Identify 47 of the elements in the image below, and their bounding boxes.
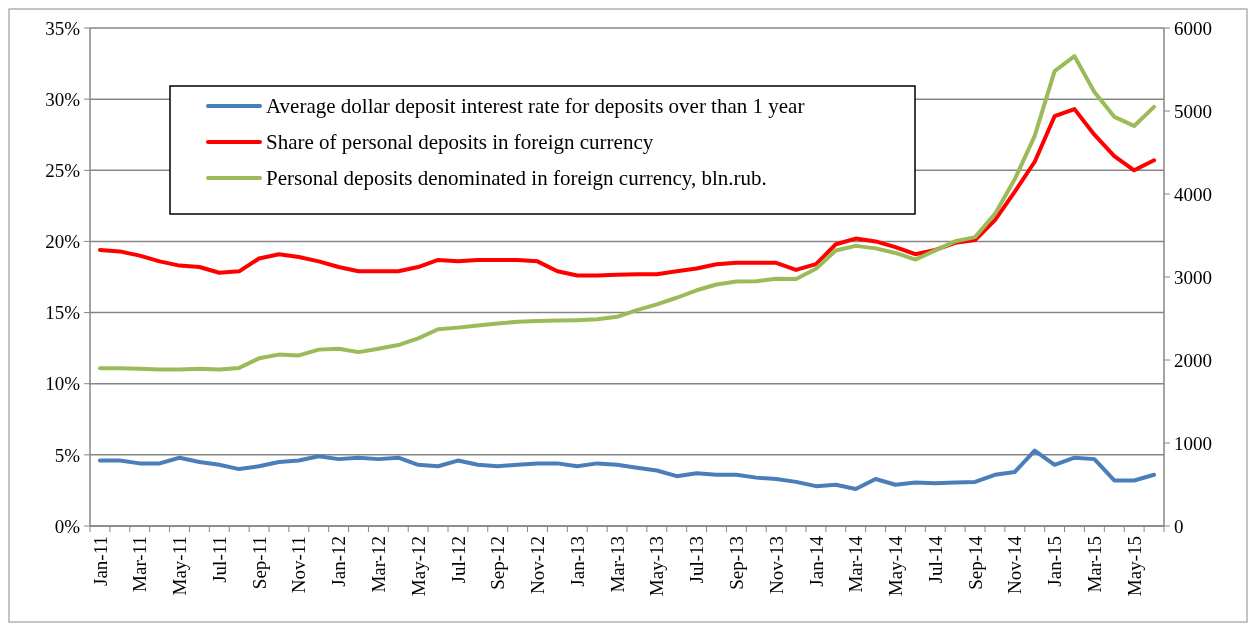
- x-tick-label: Mar-15: [1084, 536, 1106, 593]
- y-tick-label: 5%: [54, 444, 81, 466]
- x-tick-label: Mar-13: [606, 536, 628, 593]
- x-tick-label: May-13: [646, 536, 668, 597]
- y-tick-label: 30%: [45, 88, 81, 110]
- y2-tick-label: 3000: [1174, 266, 1212, 288]
- x-tick-label: Jan-12: [328, 536, 350, 587]
- y-tick-label: 25%: [45, 159, 81, 181]
- x-tick-label: Jan-15: [1044, 536, 1066, 587]
- y-tick-label: 20%: [45, 231, 81, 253]
- y-tick-label: 15%: [45, 302, 81, 324]
- x-tick-label: May-14: [885, 535, 907, 597]
- y-tick-label: 10%: [45, 373, 81, 395]
- x-tick-label: Jul-13: [686, 536, 708, 584]
- y2-tick-label: 2000: [1174, 349, 1212, 371]
- x-tick-label: Jul-12: [447, 536, 469, 584]
- x-tick-label: Sep-14: [964, 535, 986, 590]
- x-tick-label: Sep-12: [487, 536, 509, 590]
- x-tick-label: Jan-13: [566, 536, 588, 587]
- y2-tick-label: 4000: [1174, 183, 1212, 205]
- x-tick-label: Mar-11: [129, 536, 151, 592]
- y2-tick-label: 0: [1174, 515, 1184, 537]
- line-series: [97, 54, 1157, 372]
- x-tick-label: May-15: [1123, 536, 1145, 597]
- x-tick-label: Jul-14: [924, 535, 946, 584]
- y2-tick-label: 5000: [1174, 100, 1212, 122]
- y2-tick-label: 1000: [1174, 432, 1212, 454]
- x-tick-label: Mar-14: [845, 535, 867, 593]
- legend-label: Personal deposits denominated in foreign currency, bln.rub.: [266, 166, 767, 191]
- line-series: [97, 448, 1157, 492]
- x-tick-label: Jan-11: [89, 536, 111, 586]
- x-tick-label: Sep-11: [248, 536, 270, 590]
- legend-label: Average dollar deposit interest rate for deposits over than 1 year: [266, 94, 805, 119]
- x-tick-label: Nov-13: [765, 536, 787, 595]
- y-tick-label: 35%: [45, 17, 81, 39]
- y2-tick-label: 6000: [1174, 17, 1212, 39]
- y-tick-label: 0%: [54, 515, 81, 537]
- x-tick-label: May-12: [407, 536, 429, 597]
- x-tick-label: Nov-11: [288, 536, 310, 594]
- x-tick-label: May-11: [169, 536, 191, 596]
- x-tick-label: Jul-11: [208, 536, 230, 583]
- x-tick-label: Sep-13: [726, 536, 748, 590]
- x-tick-label: Mar-12: [368, 536, 390, 593]
- x-tick-label: Nov-12: [527, 536, 549, 595]
- legend-label: Share of personal deposits in foreign currency: [266, 130, 654, 155]
- x-tick-label: Jan-14: [805, 535, 827, 587]
- x-tick-label: Nov-14: [1004, 535, 1026, 595]
